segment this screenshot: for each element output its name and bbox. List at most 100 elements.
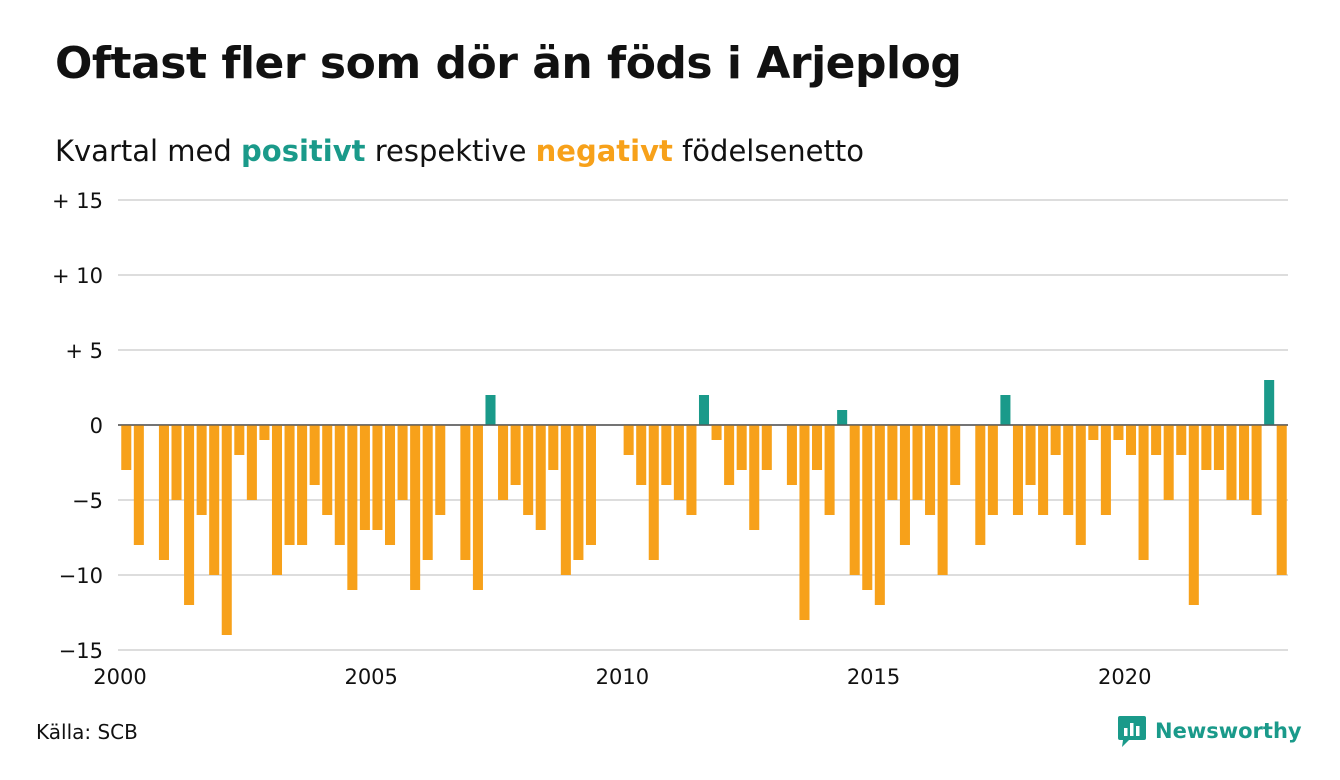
bar-negative — [246, 425, 257, 500]
bar-negative — [422, 425, 433, 560]
bar-negative — [548, 425, 559, 470]
bar-negative — [372, 425, 383, 530]
bar-negative — [560, 425, 571, 575]
subtitle-middle: respektive — [365, 134, 536, 168]
bar-negative — [498, 425, 509, 500]
bar-negative — [1038, 425, 1049, 515]
bar-negative — [221, 425, 232, 635]
bar-negative — [849, 425, 860, 575]
bar-negative — [950, 425, 961, 485]
bar-negative — [510, 425, 521, 485]
bar-negative — [435, 425, 446, 515]
bar-negative — [862, 425, 873, 590]
bar-negative — [711, 425, 722, 440]
bar-negative — [334, 425, 345, 545]
chart-title: Oftast fler som dör än föds i Arjeplog — [55, 38, 962, 89]
bar-negative — [724, 425, 735, 485]
bar-negative — [1151, 425, 1162, 455]
bar-negative — [912, 425, 923, 500]
bar-negative — [297, 425, 308, 545]
x-tick-label: 2020 — [1098, 665, 1151, 689]
bar-negative — [322, 425, 333, 515]
bar-negative — [1176, 425, 1187, 455]
subtitle-positive-word: positivt — [241, 134, 366, 168]
bar-negative — [585, 425, 596, 545]
newsworthy-logo[interactable]: Newsworthy — [1117, 712, 1302, 750]
bar-negative — [1239, 425, 1250, 500]
bar-negative — [460, 425, 471, 560]
y-tick-label: 0 — [90, 414, 103, 438]
x-tick-label: 2010 — [596, 665, 649, 689]
bar-negative — [937, 425, 948, 575]
bar-negative — [234, 425, 245, 455]
bar-negative — [196, 425, 207, 515]
bar-negative — [1050, 425, 1061, 455]
y-tick-label: −15 — [59, 639, 103, 663]
bar-negative — [1251, 425, 1262, 515]
bar-positive — [485, 395, 496, 425]
bar-negative — [1138, 425, 1149, 560]
bar-negative — [661, 425, 672, 485]
y-tick-label: + 5 — [65, 339, 103, 363]
x-tick-label: 2000 — [93, 665, 146, 689]
bar-negative — [523, 425, 534, 515]
bar-positive — [837, 410, 848, 425]
bar-negative — [133, 425, 144, 545]
bar-negative — [1213, 425, 1224, 470]
bar-negative — [171, 425, 182, 500]
y-tick-label: + 15 — [52, 189, 103, 213]
bar-negative — [749, 425, 760, 530]
bar-negative — [673, 425, 684, 500]
bar-negative — [1226, 425, 1237, 500]
bar-negative — [925, 425, 936, 515]
bar-negative — [359, 425, 370, 530]
bar-negative — [1276, 425, 1287, 575]
bar-negative — [309, 425, 320, 485]
bar-negative — [899, 425, 910, 545]
bar-negative — [812, 425, 823, 470]
bar-negative — [1188, 425, 1199, 605]
x-tick-label: 2005 — [344, 665, 397, 689]
bar-negative — [623, 425, 634, 455]
subtitle-prefix: Kvartal med — [55, 134, 242, 168]
bar-negative — [121, 425, 132, 470]
bar-negative — [824, 425, 835, 515]
bar-negative — [271, 425, 283, 575]
bar-negative — [1100, 425, 1111, 515]
bar-positive — [698, 395, 710, 425]
bar-negative — [786, 425, 797, 485]
bar-negative — [158, 425, 169, 560]
y-tick-label: + 10 — [52, 264, 103, 288]
bar-negative — [736, 425, 747, 470]
bar-negative — [410, 425, 421, 590]
bar-negative — [975, 425, 986, 545]
bar-negative — [535, 425, 546, 530]
bar-negative — [259, 425, 270, 440]
chart-subtitle: Kvartal med positivt respektive negativt… — [55, 134, 864, 168]
bar-negative — [1201, 425, 1212, 470]
y-tick-label: −5 — [72, 489, 103, 513]
bar-negative — [1088, 425, 1099, 440]
bar-negative — [874, 425, 885, 605]
bar-negative — [209, 425, 220, 575]
bar-negative — [1125, 425, 1137, 455]
bar-negative — [1012, 425, 1024, 515]
subtitle-negative-word: negativt — [535, 134, 673, 168]
bar-negative — [887, 425, 898, 500]
bar-negative — [1075, 425, 1086, 545]
bar-negative — [799, 425, 810, 620]
bar-negative — [761, 425, 772, 470]
bar-negative — [573, 425, 584, 560]
source-note: Källa: SCB — [36, 720, 138, 744]
bar-negative — [648, 425, 659, 560]
bar-positive — [1000, 395, 1011, 425]
bar-positive — [1264, 380, 1275, 425]
bar-negative — [397, 425, 408, 500]
bar-negative — [1113, 425, 1124, 440]
bar-negative — [1025, 425, 1036, 485]
bar-negative — [384, 425, 396, 545]
y-tick-label: −10 — [59, 564, 103, 588]
subtitle-suffix: födelsenetto — [672, 134, 864, 168]
x-tick-label: 2015 — [847, 665, 900, 689]
